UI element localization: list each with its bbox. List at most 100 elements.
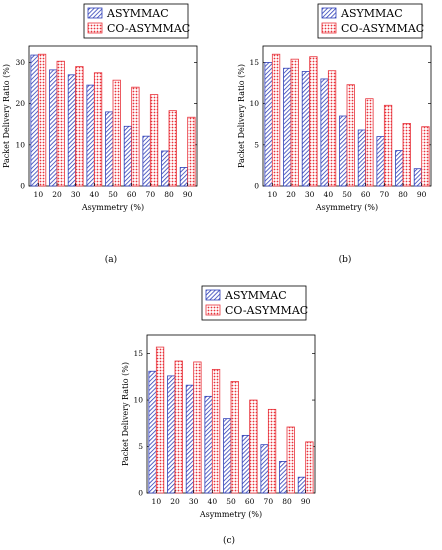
- y-tick-label: 0: [254, 182, 259, 191]
- bar-asymmac-30: [67, 74, 77, 187]
- x-tick-label: 10: [268, 190, 278, 199]
- legend-swatch-asymmac: [87, 7, 103, 19]
- x-tick-label: 40: [208, 497, 218, 506]
- legend-swatch-asymmac: [205, 289, 221, 301]
- x-tick-label: 60: [127, 190, 137, 199]
- y-tick-label: 5: [254, 140, 259, 149]
- x-tick-label: 90: [417, 190, 427, 199]
- x-tick-label: 50: [108, 190, 118, 199]
- panel-label: (c): [223, 535, 235, 546]
- x-tick-label: 80: [282, 497, 292, 506]
- legend-swatch-asymmac: [321, 7, 337, 19]
- bar-asymmac-50: [105, 111, 114, 187]
- bar-co-asymmac-80: [402, 123, 411, 187]
- bar-co-asymmac-90: [421, 126, 430, 187]
- y-tick-label: 15: [133, 349, 143, 358]
- bar-co-asymmac-30: [309, 56, 318, 187]
- bar-asymmac-90: [179, 167, 189, 187]
- legend-swatch-co-asymmac: [321, 22, 337, 34]
- bar-asymmac-60: [241, 434, 251, 494]
- bar-asymmac-70: [260, 444, 269, 494]
- x-tick-label: 10: [152, 497, 162, 506]
- y-tick-label: 5: [138, 442, 143, 451]
- y-axis-label: Packet Delivery Ratio (%): [237, 64, 246, 168]
- bar-asymmac-10: [264, 62, 273, 187]
- bar-asymmac-10: [30, 54, 39, 187]
- x-tick-label: 20: [286, 190, 296, 199]
- x-tick-label: 20: [170, 497, 180, 506]
- x-axis-label: Asymmetry (%): [199, 510, 262, 519]
- bar-co-asymmac-60: [131, 86, 140, 187]
- bar-co-asymmac-70: [383, 104, 393, 187]
- legend-label-asymmac: ASYMMAC: [224, 289, 287, 302]
- bar-co-asymmac-50: [112, 79, 121, 187]
- x-tick-label: 80: [164, 190, 174, 199]
- y-tick-label: 0: [138, 489, 143, 498]
- y-tick-label: 0: [20, 182, 25, 191]
- bar-co-asymmac-80: [168, 110, 177, 187]
- bar-co-asymmac-20: [174, 360, 183, 494]
- bar-co-asymmac-60: [365, 98, 374, 187]
- bar-co-asymmac-80: [286, 426, 295, 494]
- bar-co-asymmac-20: [56, 60, 65, 187]
- bar-asymmac-60: [123, 125, 133, 187]
- panel-label: (a): [105, 254, 117, 265]
- chart-panel-3: 0 5 10 15 10 20 30 40 50 60 70 80 90 Asymmetry (%) Pac…: [121, 285, 316, 546]
- y-tick-label: 10: [133, 396, 143, 405]
- legend: ASYMMAC CO-ASYMMAC: [83, 3, 190, 39]
- x-tick-label: 40: [324, 190, 334, 199]
- bar-co-asymmac-30: [193, 361, 202, 494]
- bar-asymmac-30: [301, 71, 311, 187]
- bar-asymmac-50: [223, 418, 232, 494]
- bar-asymmac-70: [376, 136, 385, 187]
- legend: ASYMMAC CO-ASYMMAC: [201, 285, 308, 321]
- x-axis-label: Asymmetry (%): [315, 203, 378, 212]
- x-tick-label: 20: [52, 190, 62, 199]
- x-tick-label: 50: [226, 497, 236, 506]
- legend-label-co-asymmac: CO-ASYMMAC: [107, 22, 190, 35]
- chart-panel-1: 0 10 20 30 10 20 30 40 50 60 70 80 90 Asymmetry (%) Pa…: [2, 3, 198, 265]
- bar-asymmac-80: [279, 460, 288, 494]
- bar-asymmac-60: [357, 129, 367, 187]
- bar-co-asymmac-90: [187, 116, 196, 187]
- x-tick-label: 60: [245, 497, 255, 506]
- x-tick-label: 70: [380, 190, 390, 199]
- bar-asymmac-90: [413, 168, 423, 187]
- x-tick-label: 90: [183, 190, 193, 199]
- y-tick-label: 20: [15, 99, 25, 108]
- bar-asymmac-40: [320, 78, 329, 187]
- legend-label-asymmac: ASYMMAC: [340, 7, 403, 20]
- legend-label-asymmac: ASYMMAC: [106, 7, 169, 20]
- bar-co-asymmac-60: [249, 399, 258, 494]
- bar-co-asymmac-70: [149, 94, 159, 187]
- bar-asymmac-20: [167, 375, 176, 494]
- legend-label-co-asymmac: CO-ASYMMAC: [341, 22, 424, 35]
- bar-asymmac-20: [49, 69, 58, 187]
- chart-panel-2: 0 5 10 15 10 20 30 40 50 60 70 80 90 Asymmetry (%) Pac…: [237, 3, 432, 265]
- bar-co-asymmac-40: [93, 72, 103, 187]
- y-tick-label: 10: [15, 140, 25, 149]
- legend-swatch-co-asymmac: [205, 304, 221, 316]
- x-tick-label: 90: [301, 497, 311, 506]
- bar-asymmac-80: [161, 150, 170, 187]
- bar-co-asymmac-20: [290, 58, 299, 187]
- x-tick-label: 30: [71, 190, 81, 199]
- bar-co-asymmac-70: [267, 408, 277, 494]
- panel-label: (b): [339, 254, 352, 265]
- x-tick-label: 50: [342, 190, 352, 199]
- x-tick-label: 30: [305, 190, 315, 199]
- y-tick-label: 30: [15, 58, 25, 67]
- y-axis-label: Packet Delivery Ratio (%): [121, 362, 130, 466]
- x-tick-label: 10: [34, 190, 44, 199]
- legend-label-co-asymmac: CO-ASYMMAC: [225, 304, 308, 317]
- bar-asymmac-50: [339, 115, 348, 187]
- bar-co-asymmac-10: [37, 53, 47, 187]
- bar-asymmac-40: [204, 395, 213, 494]
- x-tick-label: 40: [90, 190, 100, 199]
- bar-co-asymmac-30: [75, 66, 84, 187]
- bar-asymmac-70: [142, 135, 151, 187]
- bar-co-asymmac-90: [305, 441, 314, 494]
- bar-co-asymmac-10: [271, 53, 281, 187]
- bar-co-asymmac-10: [155, 346, 165, 494]
